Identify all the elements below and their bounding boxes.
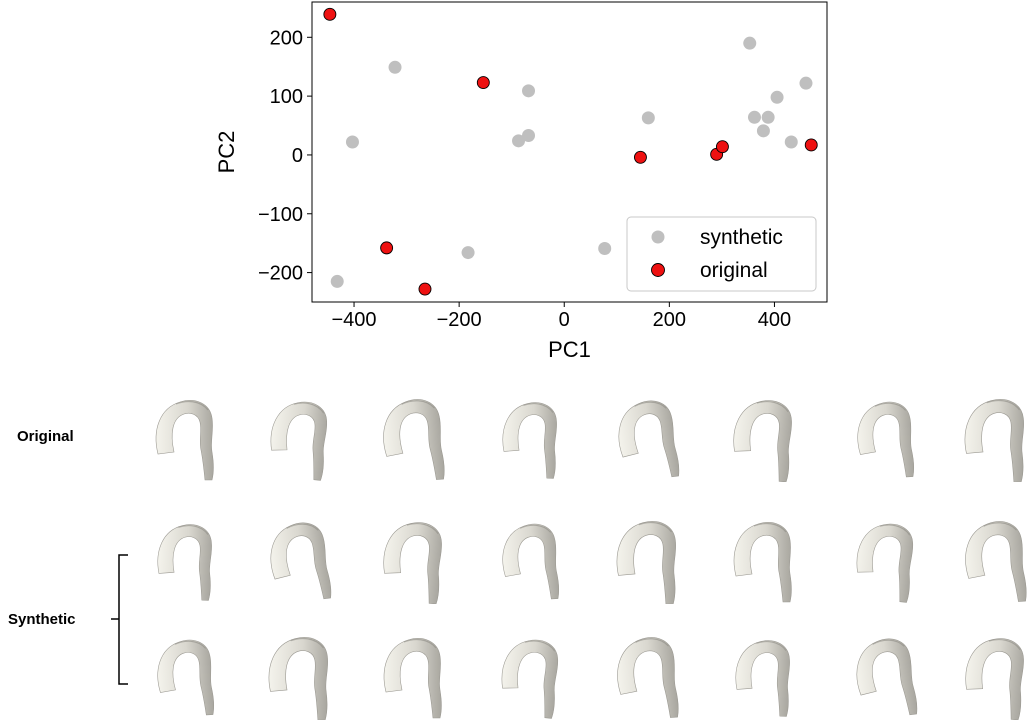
data-point-original [633, 150, 647, 164]
aorta-shape-render [383, 638, 442, 719]
aorta-shape-render [502, 402, 557, 479]
aorta-shape-render [383, 399, 445, 480]
x-tick-label: 0 [559, 309, 570, 331]
aorta-shape-render [616, 521, 677, 604]
data-point-original [804, 138, 818, 152]
y-tick-label: 100 [270, 86, 303, 108]
row-label-original: Original [17, 428, 74, 445]
aorta-shape-render [383, 522, 442, 604]
aorta-shape-render [157, 524, 212, 601]
aorta-shape-render [735, 640, 790, 717]
aorta-shape-render [965, 638, 1024, 720]
aorta-shape-render [733, 400, 792, 482]
data-point-synthetic [747, 110, 761, 124]
row-label-synthetic: Synthetic [8, 611, 76, 628]
data-point-synthetic [641, 111, 655, 125]
data-point-synthetic [330, 274, 344, 288]
aorta-shape-render [618, 400, 680, 478]
data-point-synthetic [522, 129, 536, 143]
legend-label-synthetic: synthetic [700, 226, 783, 249]
legend-marker-synthetic [651, 230, 665, 244]
data-point-original [715, 140, 729, 154]
data-point-synthetic [461, 246, 475, 260]
y-tick-label: −100 [258, 204, 303, 226]
aorta-shape-render [268, 637, 329, 720]
x-tick-label: 200 [653, 309, 686, 331]
y-tick-label: 0 [292, 145, 303, 167]
y-tick-label: −200 [258, 263, 303, 285]
data-point-synthetic [522, 84, 536, 98]
aorta-shape-render [856, 523, 914, 603]
aorta-shape-render [964, 399, 1025, 482]
aorta-shape-render [856, 638, 918, 716]
aorta-shape-render [270, 401, 328, 481]
aorta-shape-render [501, 639, 559, 719]
data-point-synthetic [761, 110, 775, 124]
synthetic-rows-bracket [111, 554, 128, 685]
plot-frame [311, 1, 828, 303]
data-point-synthetic [743, 36, 757, 50]
data-point-original [476, 76, 490, 90]
x-tick-label: −200 [437, 309, 482, 331]
aorta-shape-render [157, 639, 215, 716]
legend-marker-original [651, 263, 665, 277]
data-point-synthetic [784, 135, 798, 149]
data-point-synthetic [770, 90, 784, 104]
aorta-shape-render [617, 637, 679, 718]
y-tick-label: 200 [270, 27, 303, 49]
data-point-original [323, 7, 337, 21]
aorta-shape-render [270, 522, 332, 600]
data-point-original [418, 282, 432, 296]
pca-scatter-plot: −400 −200 0 200 400 −200 −100 0 100 200 PC1 PC2 synt… [214, 1, 828, 360]
data-point-synthetic [598, 241, 612, 255]
aorta-shape-render [857, 401, 915, 478]
legend-label-original: original [700, 259, 768, 282]
aorta-shape-render [965, 521, 1027, 602]
y-axis-label: PC2 [214, 131, 239, 174]
data-point-synthetic [799, 76, 813, 90]
x-tick-label: −400 [332, 309, 377, 331]
data-point-synthetic [388, 60, 402, 74]
aorta-shape-render [733, 522, 792, 603]
data-point-synthetic [512, 134, 526, 148]
data-point-synthetic [756, 124, 770, 138]
x-axis-label: PC1 [548, 337, 591, 360]
aorta-shape-render [155, 400, 214, 481]
data-point-synthetic [345, 135, 359, 149]
aorta-shape-render [502, 523, 560, 600]
x-tick-label: 400 [758, 309, 791, 331]
data-point-original [380, 241, 394, 255]
legend-box [626, 216, 817, 292]
